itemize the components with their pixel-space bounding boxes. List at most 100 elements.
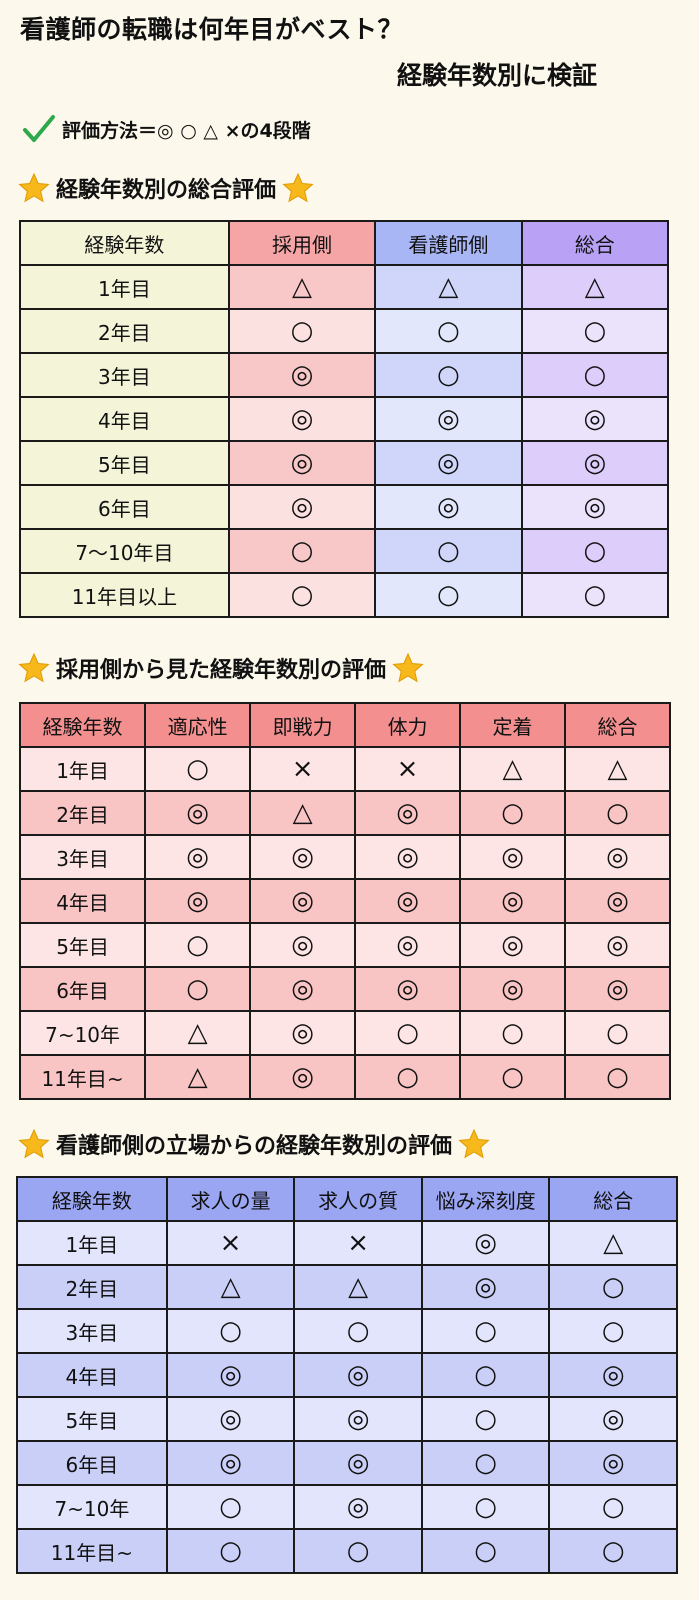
row-label: 11年目以上	[19, 572, 230, 618]
column-header: 総合	[548, 1176, 678, 1222]
table-row: 11年目以上 ○ ○ ○	[19, 572, 670, 618]
nurse-evaluation-table: 経験年数 求人の量 求人の質 悩み深刻度 総合 1年目 × × ◎ △ 2年目 △ △ ◎ ○ 3年目 ○ ○ ○ ○…	[16, 1176, 678, 1574]
column-header: 採用側	[227, 220, 377, 266]
column-header: 求人の量	[165, 1176, 296, 1222]
rating-cell: ○	[459, 1010, 567, 1056]
rating-cell: ◎	[293, 1440, 423, 1486]
table-row: 6年目 ◎ ◎ ◎	[19, 484, 670, 530]
table-row: 7〜10年目 ○ ○ ○	[19, 528, 670, 574]
rating-cell: △	[520, 264, 670, 310]
rating-cell: ○	[548, 1528, 678, 1574]
rating-cell: ○	[420, 1308, 551, 1354]
rating-cell: ◎	[520, 484, 670, 530]
section-heading-employer: 採用側から見た経験年数別の評価	[18, 652, 424, 684]
rating-cell: △	[144, 1010, 252, 1056]
rating-cell: ◎	[354, 966, 462, 1012]
star-icon	[458, 1128, 490, 1160]
rating-cell: ○	[420, 1352, 551, 1398]
rating-cell: ◎	[293, 1396, 423, 1442]
rating-cell: △	[227, 264, 377, 310]
rating-cell: ○	[420, 1440, 551, 1486]
rating-cell: ○	[548, 1308, 678, 1354]
table-row: 4年目 ◎ ◎ ○ ◎	[16, 1352, 678, 1398]
section-heading-nurse: 看護師側の立場からの経験年数別の評価	[18, 1128, 490, 1160]
rating-cell: ◎	[249, 878, 357, 924]
column-header: 求人の質	[293, 1176, 423, 1222]
rating-cell: ○	[459, 790, 567, 836]
row-label: 6年目	[18, 966, 147, 1012]
table-row: 11年目~ △ ◎ ○ ○ ○	[18, 1054, 671, 1100]
rating-cell: ○	[459, 1054, 567, 1100]
rating-cell: ◎	[354, 834, 462, 880]
row-label: 6年目	[16, 1440, 168, 1486]
star-icon	[18, 652, 50, 684]
row-label: 1年目	[18, 746, 147, 792]
rating-cell: △	[293, 1264, 423, 1310]
table-row: 6年目 ◎ ◎ ○ ◎	[16, 1440, 678, 1486]
rating-cell: ○	[520, 352, 670, 398]
table-row: 5年目 ○ ◎ ◎ ◎ ◎	[18, 922, 671, 968]
rating-cell: ◎	[354, 878, 462, 924]
rating-cell: ◎	[354, 790, 462, 836]
table-row: 1年目 ○ × × △ △	[18, 746, 671, 792]
rating-cell: △	[459, 746, 567, 792]
table-row: 7~10年 ○ ◎ ○ ○	[16, 1484, 678, 1530]
rating-cell: ◎	[249, 834, 357, 880]
row-label: 3年目	[16, 1308, 168, 1354]
row-label: 4年目	[18, 878, 147, 924]
page-title: 看護師の転職は何年目がベスト？	[20, 15, 404, 44]
rating-cell: ○	[354, 1010, 462, 1056]
table-row: 3年目 ◎ ◎ ◎ ◎ ◎	[18, 834, 671, 880]
rating-cell: ○	[564, 1054, 671, 1100]
table-row: 4年目 ◎ ◎ ◎ ◎ ◎	[18, 878, 671, 924]
rating-cell: ○	[227, 572, 377, 618]
column-header: 総合	[564, 702, 671, 748]
table-row: 2年目 △ △ ◎ ○	[16, 1264, 678, 1310]
rating-cell: ◎	[548, 1352, 678, 1398]
rating-cell: ○	[374, 572, 523, 618]
row-label: 2年目	[19, 308, 230, 354]
row-label: 1年目	[19, 264, 230, 310]
rating-cell: ◎	[520, 440, 670, 486]
column-header: 総合	[520, 220, 670, 266]
rating-cell: △	[249, 790, 357, 836]
rating-cell: ◎	[144, 834, 252, 880]
rating-cell: ◎	[564, 922, 671, 968]
rating-cell: ○	[165, 1308, 296, 1354]
rating-cell: ◎	[165, 1396, 296, 1442]
column-header: 悩み深刻度	[420, 1176, 551, 1222]
employer-evaluation-table: 経験年数 適応性 即戦力 体力 定着 総合 1年目 ○ × × △ △ 2年目 ◎ △ ◎ ○ ○ 3年目 ◎ ◎ ◎ ◎ ◎…	[18, 702, 671, 1100]
row-label: 3年目	[18, 834, 147, 880]
evaluation-method-text: 評価方法＝◎ ○ △ ×の4段階	[62, 119, 311, 142]
rating-cell: ○	[520, 308, 670, 354]
rating-cell: ◎	[459, 834, 567, 880]
rating-cell: ◎	[249, 922, 357, 968]
rating-cell: ○	[354, 1054, 462, 1100]
table-row: 11年目~ ○ ○ ○ ○	[16, 1528, 678, 1574]
rating-cell: ×	[293, 1220, 423, 1266]
rating-cell: ◎	[165, 1440, 296, 1486]
section-title: 採用側から見た経験年数別の評価	[56, 658, 387, 683]
table-header-row: 経験年数 求人の量 求人の質 悩み深刻度 総合	[16, 1176, 678, 1222]
row-label: 5年目	[18, 922, 147, 968]
column-header: 経験年数	[18, 702, 147, 748]
row-label: 2年目	[16, 1264, 168, 1310]
rating-cell: ◎	[227, 352, 377, 398]
row-label: 7~10年	[16, 1484, 168, 1530]
rating-cell: ◎	[374, 440, 523, 486]
rating-cell: ◎	[459, 878, 567, 924]
rating-cell: ○	[420, 1484, 551, 1530]
rating-cell: ○	[144, 966, 252, 1012]
table-header-row: 経験年数 適応性 即戦力 体力 定着 総合	[18, 702, 671, 748]
evaluation-method: 評価方法＝◎ ○ △ ×の4段階	[22, 114, 311, 144]
page-subtitle: 経験年数別に検証	[397, 61, 598, 90]
rating-cell: ◎	[227, 440, 377, 486]
star-icon	[392, 652, 424, 684]
rating-cell: ○	[374, 352, 523, 398]
check-icon	[23, 115, 55, 142]
row-label: 11年目~	[16, 1528, 168, 1574]
row-label: 5年目	[19, 440, 230, 486]
table-row: 5年目 ◎ ◎ ○ ◎	[16, 1396, 678, 1442]
star-icon	[18, 1128, 50, 1160]
row-label: 4年目	[16, 1352, 168, 1398]
